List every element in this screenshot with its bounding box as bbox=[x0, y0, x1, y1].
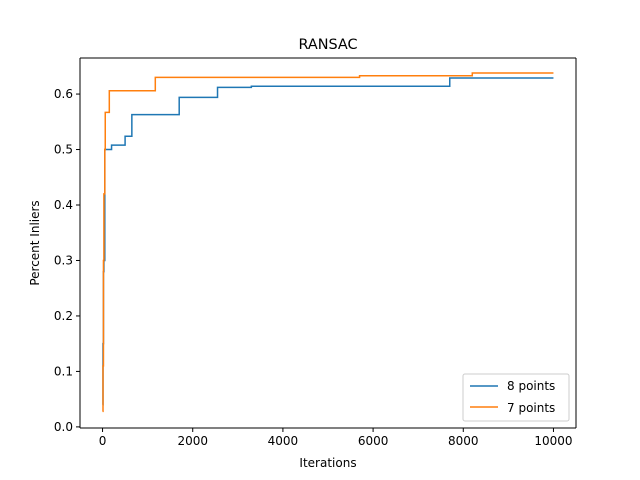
legend-label-8-points: 8 points bbox=[507, 379, 555, 393]
y-tick-label: 0.3 bbox=[54, 253, 73, 267]
legend: 8 points 7 points bbox=[462, 373, 570, 422]
x-tick-label: 4000 bbox=[268, 434, 299, 448]
y-axis-ticks: 0.0 0.1 0.2 0.3 0.4 0.5 0.6 bbox=[54, 87, 80, 434]
series-layer bbox=[102, 72, 554, 413]
y-tick-label: 0.2 bbox=[54, 309, 73, 323]
plot-background bbox=[80, 58, 576, 428]
x-tick-label: 8000 bbox=[448, 434, 479, 448]
y-axis-label: Percent Inliers bbox=[28, 200, 42, 285]
x-axis-ticks: 0 2000 4000 6000 8000 10000 bbox=[99, 428, 573, 448]
axes-frame bbox=[79, 57, 577, 429]
y-tick-label: 0.1 bbox=[54, 364, 73, 378]
x-tick-label: 2000 bbox=[177, 434, 208, 448]
x-axis-label: Iterations bbox=[299, 456, 356, 470]
series-line-7-points bbox=[102, 72, 554, 413]
legend-label-7-points: 7 points bbox=[507, 401, 555, 415]
y-tick-label: 0.6 bbox=[54, 87, 73, 101]
plot-area bbox=[80, 58, 576, 428]
y-tick-label: 0.4 bbox=[54, 198, 73, 212]
x-tick-label: 6000 bbox=[358, 434, 389, 448]
y-tick-label: 0.5 bbox=[54, 143, 73, 157]
x-tick-label: 10000 bbox=[534, 434, 572, 448]
y-tick-label: 0.0 bbox=[54, 420, 73, 434]
x-tick-label: 0 bbox=[99, 434, 107, 448]
chart-title: RANSAC bbox=[298, 37, 357, 53]
